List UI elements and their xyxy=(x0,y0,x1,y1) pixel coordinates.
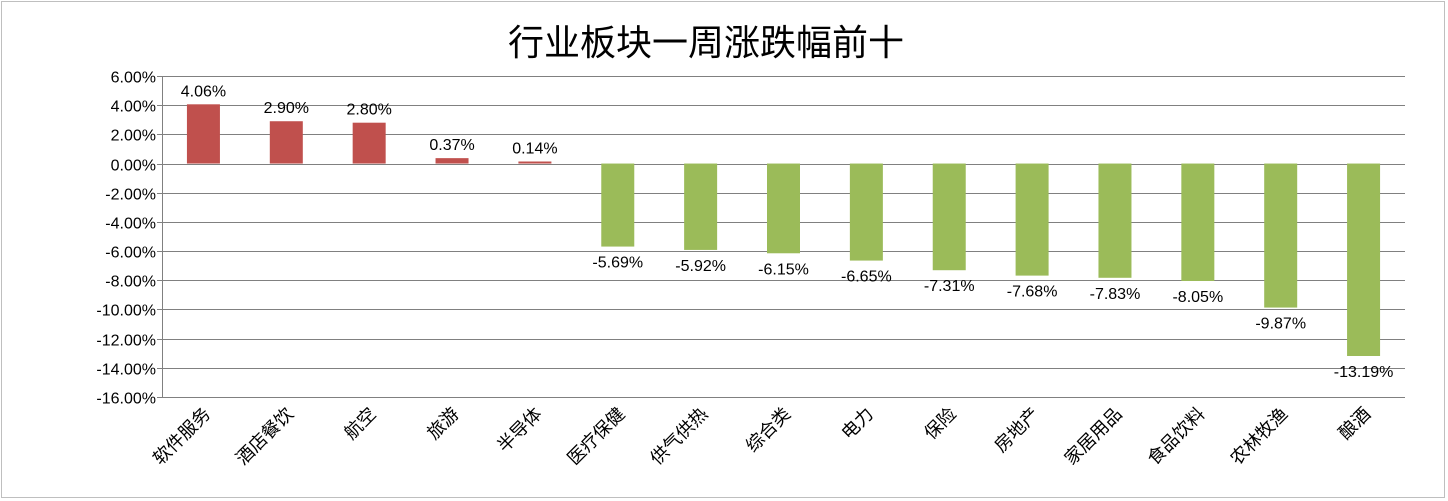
bar xyxy=(1098,163,1132,278)
data-label: -8.05% xyxy=(1172,289,1223,306)
bar xyxy=(518,161,552,164)
category-label: 供气供热 xyxy=(646,404,712,470)
data-label: 2.90% xyxy=(264,100,309,117)
category-label: 酿酒 xyxy=(1335,404,1375,444)
bar xyxy=(1015,163,1049,276)
y-tick-label: -12.00% xyxy=(96,333,156,350)
bar xyxy=(767,163,800,254)
data-label: 0.37% xyxy=(429,137,474,154)
y-tick-label: -4.00% xyxy=(105,216,156,233)
category-label: 食品饮料 xyxy=(1144,404,1210,470)
y-tick-label: -8.00% xyxy=(105,274,156,291)
category-label: 旅游 xyxy=(423,404,463,444)
bar xyxy=(849,163,883,261)
category-label: 保险 xyxy=(920,404,960,444)
category-label: 航空 xyxy=(340,404,380,444)
chart-title: 行业板块一周涨跌幅前十 xyxy=(507,23,904,64)
data-label: 2.80% xyxy=(346,102,391,119)
category-label: 综合类 xyxy=(742,404,795,457)
category-label: 医疗保健 xyxy=(564,404,630,470)
bar xyxy=(352,122,386,164)
bar xyxy=(684,163,718,250)
y-tick-label: 6.00% xyxy=(111,70,156,87)
category-label: 家居用品 xyxy=(1061,404,1127,470)
category-label: 半导体 xyxy=(493,404,546,457)
category-label: 房地产 xyxy=(991,404,1044,457)
y-tick-label: -14.00% xyxy=(96,362,156,379)
data-label: -6.65% xyxy=(841,269,892,286)
data-label: -7.83% xyxy=(1090,286,1141,303)
data-label: -7.31% xyxy=(924,278,975,295)
data-label: -6.15% xyxy=(758,261,809,278)
y-tick-label: -6.00% xyxy=(105,245,156,262)
category-label: 农林牧渔 xyxy=(1226,404,1292,470)
data-label: -13.19% xyxy=(1334,364,1394,381)
data-label: -7.68% xyxy=(1007,284,1058,301)
bar xyxy=(601,163,635,247)
data-label: 0.14% xyxy=(512,141,557,158)
bar xyxy=(1264,163,1298,308)
y-tick-label: -10.00% xyxy=(96,303,156,320)
category-label: 电力 xyxy=(838,404,878,444)
bar xyxy=(932,163,966,271)
category-label: 软件服务 xyxy=(149,404,215,470)
data-label: -5.92% xyxy=(675,258,726,275)
data-label: -5.69% xyxy=(592,255,643,272)
y-tick-label: 2.00% xyxy=(111,128,156,145)
bar xyxy=(186,104,220,164)
data-label: 4.06% xyxy=(181,83,226,100)
y-tick-label: 4.00% xyxy=(111,99,156,116)
category-label: 酒店餐饮 xyxy=(232,404,298,470)
bar xyxy=(435,158,469,164)
bar xyxy=(269,121,303,164)
y-tick-label: -2.00% xyxy=(105,187,156,204)
y-tick-label: 0.00% xyxy=(111,158,156,175)
bar xyxy=(1181,163,1215,282)
y-tick-label: -16.00% xyxy=(96,391,156,408)
bar xyxy=(1347,163,1381,356)
data-label: -9.87% xyxy=(1255,316,1306,333)
